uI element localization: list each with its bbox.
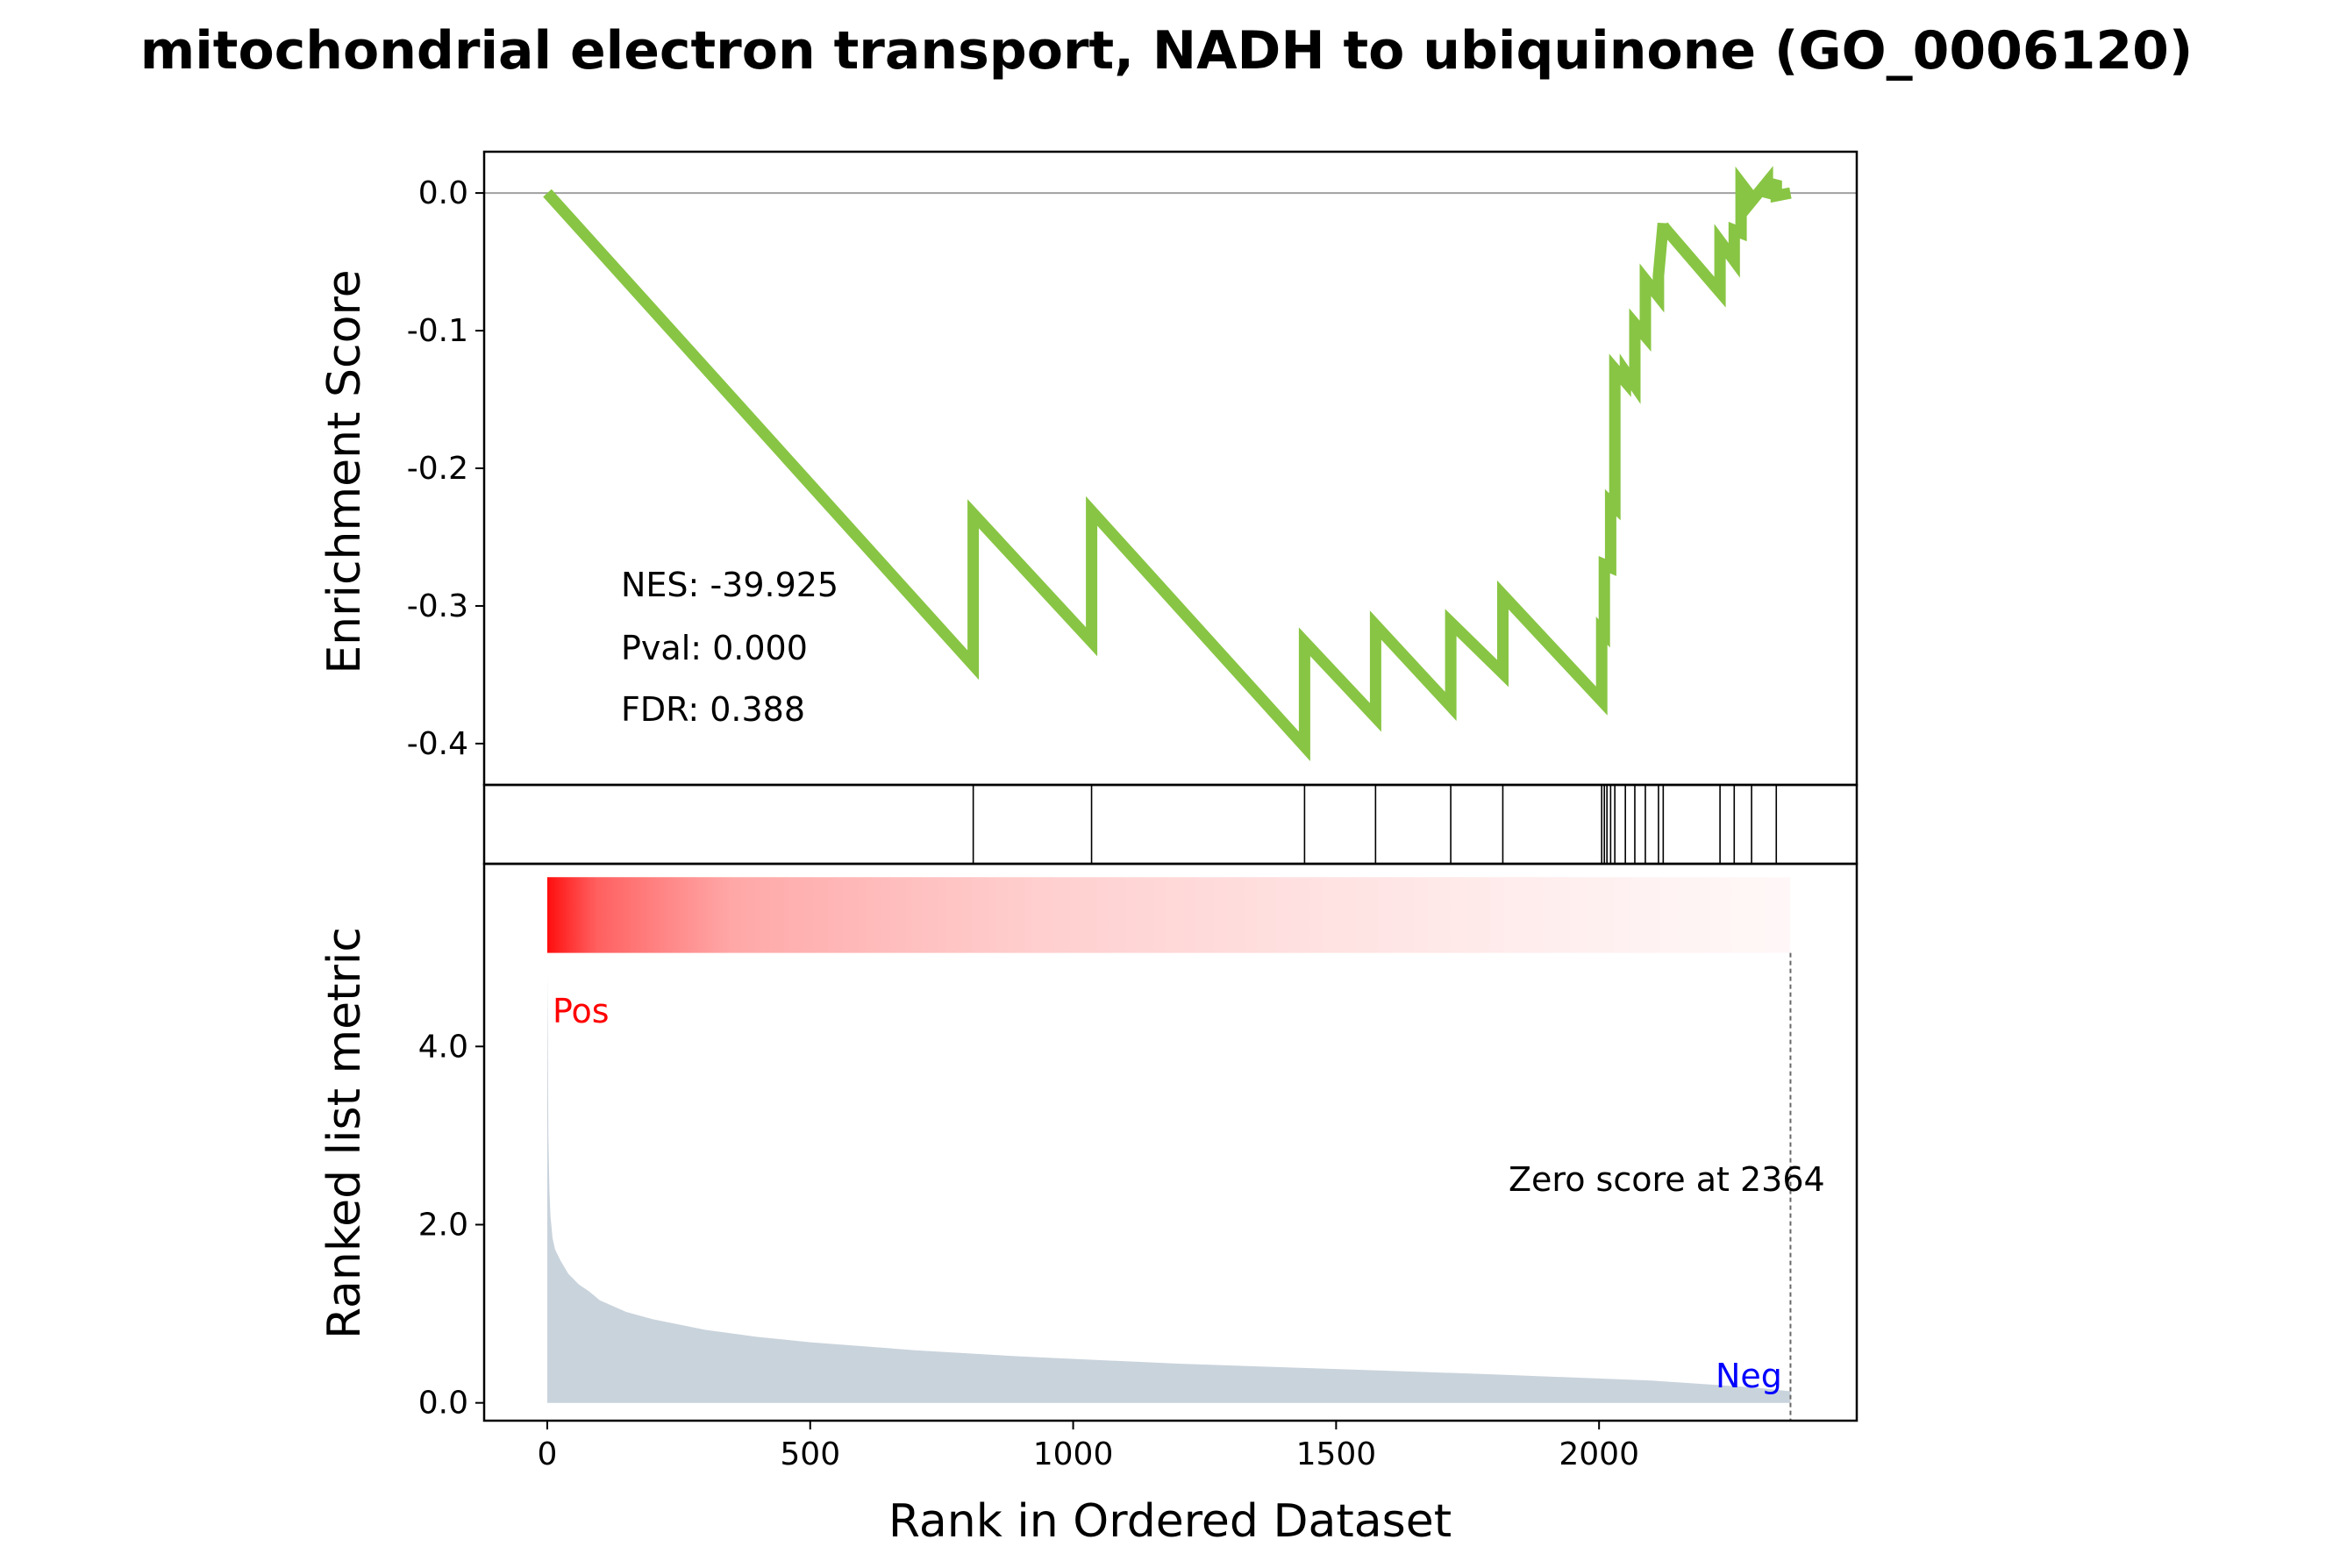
es-y-tick-label: -0.4 xyxy=(407,726,468,762)
chart-title: mitochondrial electron transport, NADH t… xyxy=(140,20,2194,82)
x-axis-label: Rank in Ordered Dataset xyxy=(888,1495,1452,1548)
zero-score-label: Zero score at 2364 xyxy=(1509,1160,1825,1199)
x-tick-label: 2000 xyxy=(1559,1436,1639,1472)
nes-annotation: NES: -39.925 xyxy=(621,566,838,604)
x-ticks: 0 500 1000 1500 2000 xyxy=(538,1421,1639,1472)
x-tick-label: 0 xyxy=(538,1436,558,1472)
es-y-tick-label: -0.2 xyxy=(407,451,468,487)
es-line xyxy=(543,166,1792,761)
hits-panel xyxy=(482,783,1859,866)
ranked-frame xyxy=(482,862,1859,1422)
es-panel: 0.0 -0.1 -0.2 -0.3 -0.4 NES: -39.925 Pval: 0… xyxy=(318,150,1859,787)
pos-label: Pos xyxy=(553,992,610,1030)
fdr-annotation: FDR: 0.388 xyxy=(621,690,805,729)
x-tick-label: 1500 xyxy=(1296,1436,1377,1472)
rank-y-ticks: 0.0 2.0 4.0 xyxy=(418,1029,484,1422)
es-y-tick-label: -0.1 xyxy=(407,313,468,349)
x-tick-label: 500 xyxy=(780,1436,840,1472)
es-y-tick-label: -0.3 xyxy=(407,588,468,624)
es-y-ticks: 0.0 -0.1 -0.2 -0.3 -0.4 xyxy=(407,175,484,762)
pval-annotation: Pval: 0.000 xyxy=(621,629,808,667)
hits-frame xyxy=(482,783,1859,866)
es-y-tick-label: 0.0 xyxy=(418,175,468,211)
es-y-axis-label: Enrichment Score xyxy=(318,269,371,674)
rank-y-tick-label: 2.0 xyxy=(418,1207,468,1243)
rank-y-tick-label: 0.0 xyxy=(418,1386,468,1422)
ranked-metric-area xyxy=(547,975,1791,1403)
ranked-panel: Pos Neg Zero score at 2364 0.0 2.0 4.0 Ran… xyxy=(318,862,1859,1422)
neg-label: Neg xyxy=(1716,1357,1782,1395)
heatmap-band xyxy=(546,877,1791,953)
rank-y-axis-label: Ranked list metric xyxy=(318,927,371,1339)
x-tick-label: 1000 xyxy=(1033,1436,1114,1472)
hit-lines xyxy=(972,785,1778,864)
rank-y-tick-label: 4.0 xyxy=(418,1029,468,1065)
